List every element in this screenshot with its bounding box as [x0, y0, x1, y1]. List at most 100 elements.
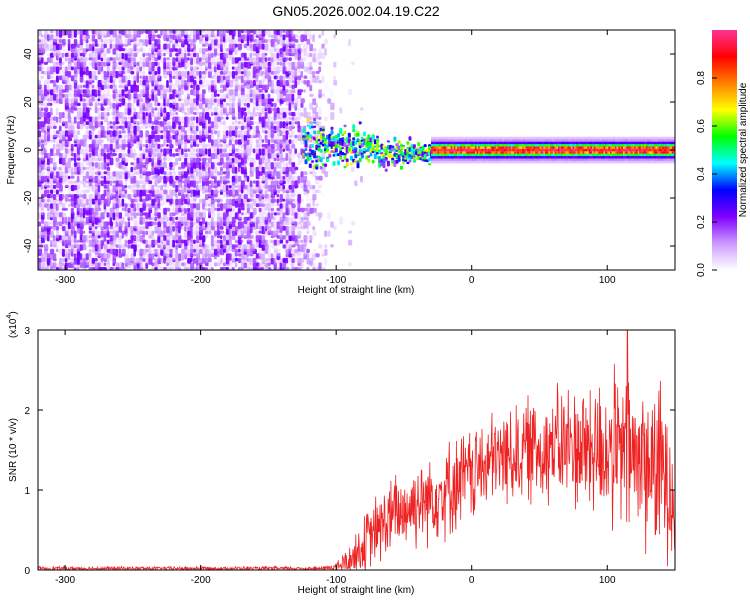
heatmap-cell: [175, 70, 179, 79]
heatmap-cell: [145, 143, 149, 149]
heatmap-cell: [100, 230, 104, 238]
heatmap-cell: [252, 184, 257, 191]
heatmap-cell: [267, 198, 271, 207]
heatmap-cell: [163, 235, 167, 241]
heatmap-cell: [234, 130, 238, 138]
heatmap-cell: [160, 257, 164, 264]
heatmap-cell: [139, 212, 143, 217]
heatmap-cell: [103, 89, 107, 95]
heatmap-cell: [208, 226, 212, 231]
heatmap-cell: [109, 102, 113, 109]
heatmap-cell: [169, 189, 174, 195]
heatmap-cell: [406, 141, 410, 145]
heatmap-cell: [118, 34, 122, 40]
heatmap-cell: [79, 84, 83, 89]
heatmap-cell: [100, 121, 104, 126]
heatmap-cell: [100, 180, 104, 187]
heatmap-cell: [64, 93, 69, 100]
heatmap-cell: [315, 80, 319, 84]
heatmap-cell: [175, 239, 179, 244]
heatmap-cell: [97, 107, 101, 112]
heatmap-cell: [73, 230, 77, 239]
heatmap-cell: [258, 61, 262, 67]
heatmap-cell: [118, 198, 122, 207]
heatmap-cell: [213, 221, 218, 228]
heatmap-cell: [213, 34, 218, 40]
heatmap-cell: [324, 257, 328, 265]
heatmap-cell: [193, 203, 197, 209]
heatmap-cell: [52, 171, 57, 179]
heatmap-cell: [85, 30, 89, 36]
heatmap-cell: [205, 52, 208, 61]
heatmap-cell: [70, 57, 74, 63]
heatmap-cell: [166, 61, 171, 70]
heatmap-cell: [315, 180, 320, 185]
heatmap-cell: [193, 70, 197, 78]
heatmap-cell: [279, 39, 283, 46]
heatmap-cell: [303, 89, 306, 93]
heatmap-cell: [312, 207, 317, 213]
heatmap-cell: [121, 262, 124, 269]
heatmap-cell: [52, 184, 57, 189]
heatmap-cell: [85, 66, 89, 72]
heatmap-cell: [169, 84, 172, 93]
heatmap-cell: [282, 198, 286, 202]
heatmap-cell: [315, 136, 319, 139]
heatmap-cell: [61, 262, 65, 267]
heatmap-cell: [240, 198, 244, 207]
heatmap-cell: [52, 143, 56, 150]
heatmap-cell: [82, 203, 86, 209]
heatmap-cell: [163, 57, 167, 63]
heatmap-cell: [294, 80, 298, 88]
heatmap-cell: [38, 207, 42, 212]
heatmap-cell: [46, 221, 51, 228]
heatmap-cell: [285, 153, 289, 161]
heatmap-cell: [160, 184, 164, 191]
heatmap-cell: [243, 102, 247, 107]
heatmap-cell: [94, 30, 98, 36]
heatmap-cell: [91, 84, 95, 89]
heatmap-cell: [270, 98, 274, 102]
heatmap-cell: [44, 130, 47, 135]
heatmap-cell: [237, 184, 241, 193]
heatmap-cell: [73, 194, 78, 199]
heatmap-cell: [94, 75, 98, 81]
heatmap-cell: [67, 189, 72, 197]
heatmap-cell: [136, 93, 140, 101]
heatmap-cell: [160, 130, 164, 134]
heatmap-cell: [202, 89, 206, 95]
heatmap-cell: [332, 161, 336, 166]
heatmap-cell: [175, 134, 178, 143]
heatmap-cell: [85, 216, 90, 224]
heatmap-cell: [384, 168, 388, 172]
heatmap-cell: [417, 142, 421, 147]
heatmap-cell: [73, 66, 78, 74]
heatmap-cell: [121, 57, 125, 66]
heatmap-cell: [73, 198, 78, 205]
heatmap-cell: [225, 239, 230, 246]
heatmap-cell: [121, 43, 125, 47]
heatmap-cell: [243, 112, 248, 117]
heatmap-cell: [58, 93, 63, 100]
heatmap-cell: [297, 43, 301, 50]
heatmap-cell: [303, 52, 307, 57]
heatmap-cell: [133, 80, 136, 87]
heatmap-cell: [148, 175, 151, 180]
heatmap-cell: [38, 107, 42, 115]
heatmap-cell: [88, 130, 92, 136]
heatmap-cell: [327, 212, 331, 220]
heatmap-cell: [41, 57, 44, 64]
heatmap-cell: [145, 34, 149, 41]
heatmap-cell: [46, 80, 51, 85]
heatmap-cell: [154, 75, 158, 82]
heatmap-cell: [124, 61, 128, 68]
heatmap-cell: [38, 230, 42, 236]
heatmap-cell: [133, 235, 137, 242]
heatmap-cell: [163, 84, 167, 93]
heatmap-cell: [297, 121, 300, 129]
heatmap-cell: [121, 244, 126, 249]
heatmap-cell: [202, 107, 205, 113]
heatmap-cell: [124, 267, 129, 270]
heatmap-cell: [208, 116, 211, 124]
